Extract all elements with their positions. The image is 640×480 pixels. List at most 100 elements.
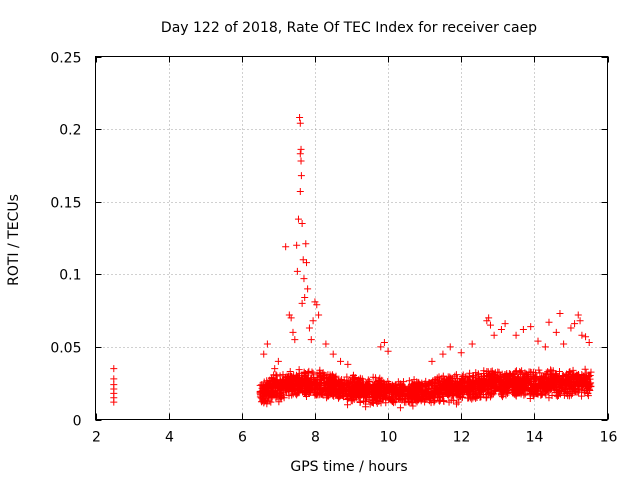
- data-point: [297, 172, 305, 180]
- x-tick-label: 16: [600, 430, 618, 446]
- data-point: [578, 376, 586, 384]
- data-point: [334, 394, 342, 402]
- data-point: [327, 385, 335, 393]
- data-point: [575, 385, 583, 393]
- data-point: [504, 373, 512, 381]
- data-point: [585, 339, 593, 347]
- data-point: [484, 390, 492, 398]
- y-tick-label: 0.2: [59, 123, 81, 139]
- data-point: [377, 343, 385, 351]
- data-point: [313, 385, 321, 393]
- data-point: [498, 380, 506, 388]
- data-point: [431, 379, 439, 387]
- data-point: [334, 380, 342, 388]
- data-point: [495, 378, 503, 386]
- data-point: [316, 373, 324, 381]
- data-point: [307, 336, 315, 344]
- data-point: [304, 285, 312, 293]
- data-point: [384, 347, 392, 355]
- data-point: [485, 314, 493, 322]
- data-point: [429, 390, 437, 398]
- data-point: [272, 371, 280, 379]
- data-point: [324, 390, 332, 398]
- data-point: [405, 388, 413, 396]
- data-point: [537, 391, 545, 399]
- data-point: [417, 387, 425, 395]
- data-point: [308, 368, 316, 376]
- x-tick-label: 8: [311, 430, 320, 446]
- data-point: [535, 366, 543, 374]
- x-axis-label: GPS time / hours: [290, 459, 407, 475]
- data-point: [546, 386, 554, 394]
- data-point: [322, 384, 330, 392]
- data-point: [349, 388, 357, 396]
- data-point: [569, 370, 577, 378]
- data-point: [349, 372, 357, 380]
- data-point: [356, 398, 364, 406]
- plot-frame: [95, 56, 608, 420]
- data-point: [282, 378, 290, 386]
- data-point: [405, 377, 413, 385]
- data-point: [527, 323, 535, 331]
- data-point: [480, 385, 488, 393]
- data-point: [497, 325, 505, 333]
- data-point: [415, 382, 423, 390]
- data-point: [574, 311, 582, 319]
- data-point: [442, 385, 450, 393]
- data-point: [582, 369, 590, 377]
- data-point: [572, 388, 580, 396]
- data-point: [301, 294, 309, 302]
- data-point: [294, 215, 302, 223]
- data-point: [558, 387, 566, 395]
- data-point: [404, 383, 412, 391]
- data-point: [315, 311, 323, 319]
- data-point: [541, 343, 549, 351]
- data-point: [271, 365, 279, 373]
- data-point: [445, 389, 453, 397]
- data-point: [436, 386, 444, 394]
- data-point: [263, 377, 271, 385]
- data-point: [535, 377, 543, 385]
- data-point: [372, 398, 380, 406]
- data-point: [525, 387, 533, 395]
- data-point: [257, 398, 265, 406]
- data-point: [519, 325, 527, 333]
- y-tick-label: 0.1: [59, 268, 81, 284]
- data-point: [503, 383, 511, 391]
- data-point: [295, 389, 303, 397]
- data-point: [352, 385, 360, 393]
- data-point: [408, 399, 416, 407]
- data-point: [534, 337, 542, 345]
- data-point: [552, 328, 560, 336]
- data-point: [480, 367, 488, 375]
- data-point: [516, 369, 524, 377]
- data-point: [579, 383, 587, 391]
- data-point: [508, 381, 516, 389]
- data-point: [296, 113, 304, 121]
- data-point: [491, 374, 499, 382]
- data-point: [295, 366, 303, 374]
- data-point: [486, 321, 494, 329]
- data-point: [313, 301, 321, 309]
- data-point: [297, 376, 305, 384]
- data-point: [550, 381, 558, 389]
- data-point: [563, 379, 571, 387]
- data-point: [567, 324, 575, 332]
- data-point: [541, 378, 549, 386]
- data-point: [466, 385, 474, 393]
- data-point: [273, 372, 281, 380]
- data-point: [445, 398, 453, 406]
- data-point: [257, 391, 265, 399]
- data-point: [354, 380, 362, 388]
- data-point: [567, 391, 575, 399]
- data-point: [454, 398, 462, 406]
- data-point: [428, 357, 436, 365]
- data-point: [431, 394, 439, 402]
- data-point: [315, 369, 323, 377]
- data-point: [435, 373, 443, 381]
- data-point: [276, 393, 284, 401]
- data-point: [532, 387, 540, 395]
- data-point: [581, 389, 589, 397]
- data-point: [349, 394, 357, 402]
- data-point: [512, 367, 520, 375]
